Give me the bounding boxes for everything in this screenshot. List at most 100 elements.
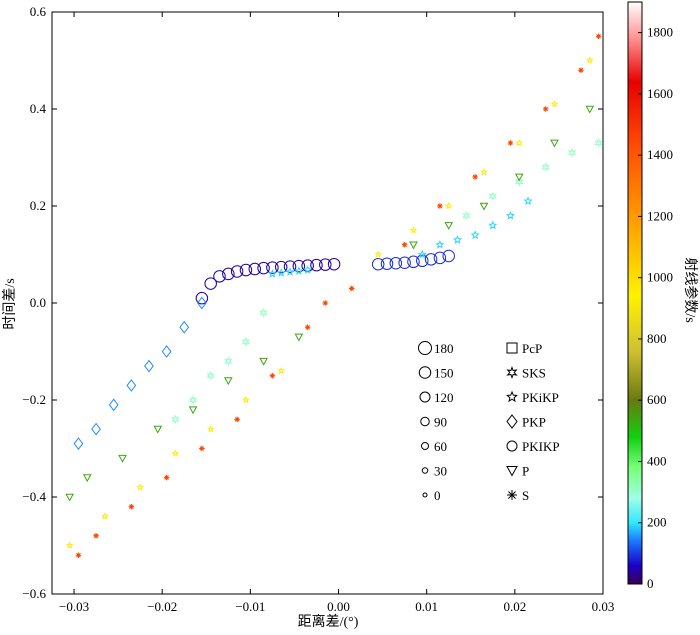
data-point <box>416 254 429 268</box>
data-point <box>472 174 478 180</box>
data-point <box>257 261 270 275</box>
phase-legend-marker <box>506 342 518 354</box>
y-tick-label: −0.6 <box>22 586 46 601</box>
data-point <box>196 296 207 310</box>
data-point <box>277 366 286 375</box>
data-point <box>409 226 418 234</box>
data-point <box>371 257 385 271</box>
data-point <box>514 173 524 182</box>
data-point <box>259 357 268 366</box>
data-point <box>409 241 418 250</box>
data-point <box>374 250 383 258</box>
data-point <box>234 416 240 423</box>
data-point <box>283 260 297 273</box>
data-point <box>567 147 577 158</box>
data-point <box>82 474 92 483</box>
data-point <box>294 266 304 275</box>
size-legend-label: 60 <box>434 439 447 454</box>
data-points <box>65 33 603 558</box>
phase-legend-marker <box>506 390 518 403</box>
data-point <box>239 263 253 277</box>
phase-legend-label: PKiKP <box>522 390 559 405</box>
phase-legend-label: PKIKP <box>522 439 560 454</box>
phase-legend-marker <box>507 490 517 500</box>
data-point <box>292 259 306 273</box>
colorbar-tick-label: 1600 <box>647 86 673 101</box>
size-legend-label: 30 <box>434 464 447 479</box>
data-point <box>204 277 217 290</box>
data-point <box>206 370 215 381</box>
colorbar-tick-label: 1400 <box>647 147 673 162</box>
data-point <box>514 176 524 187</box>
data-point <box>223 377 233 386</box>
data-point <box>442 249 455 263</box>
data-point <box>199 445 205 452</box>
y-tick-label: 0.2 <box>30 198 46 213</box>
data-point <box>417 249 427 259</box>
y-tick-label: −0.2 <box>22 392 46 407</box>
data-point <box>541 162 550 173</box>
data-point <box>585 105 595 114</box>
size-legend-marker <box>421 467 429 474</box>
data-point <box>128 503 135 510</box>
data-point <box>285 267 295 276</box>
x-tick-label: 0.02 <box>503 599 526 614</box>
colorbar-tick-label: 1200 <box>647 208 673 223</box>
data-point <box>171 449 180 457</box>
x-tick-label: 0.01 <box>415 599 438 614</box>
x-tick-label: 0.03 <box>592 599 615 614</box>
data-point <box>479 202 489 211</box>
size-legend-marker <box>419 391 431 403</box>
x-tick-label: 0.00 <box>327 599 350 614</box>
data-point <box>101 512 109 520</box>
data-point <box>594 138 603 148</box>
data-point <box>398 256 411 269</box>
data-point <box>480 167 488 176</box>
data-point <box>303 265 313 274</box>
data-point <box>213 270 226 283</box>
size-legend: 180 150 120 90 60 30 0 <box>418 341 454 503</box>
data-point <box>136 483 145 491</box>
colorbar-tick-label: 800 <box>647 331 667 346</box>
data-point <box>224 356 233 367</box>
phase-legend-label: PKP <box>522 415 546 430</box>
phase-legend-label: P <box>522 464 529 479</box>
data-point <box>206 425 215 433</box>
data-point <box>585 56 594 64</box>
data-point <box>444 201 453 210</box>
y-tick-label: −0.4 <box>22 489 46 504</box>
data-point <box>310 258 323 272</box>
data-point <box>505 210 515 220</box>
data-point <box>322 300 329 306</box>
data-point <box>515 138 524 147</box>
data-point <box>304 324 311 330</box>
data-point <box>267 269 277 278</box>
data-point <box>242 395 250 404</box>
data-point <box>348 285 355 292</box>
colorbar <box>627 1 643 585</box>
data-point <box>171 414 180 425</box>
data-point <box>161 345 172 358</box>
phase-legend-marker <box>506 366 518 379</box>
data-point <box>452 235 463 244</box>
data-point <box>507 140 514 146</box>
data-point <box>389 256 403 270</box>
data-point <box>401 242 408 248</box>
data-point <box>248 262 262 276</box>
size-legend-label: 180 <box>434 341 454 356</box>
x-tick-label: −0.02 <box>147 599 177 614</box>
data-point <box>327 257 341 271</box>
data-point <box>276 268 286 277</box>
data-point <box>433 251 447 265</box>
data-point <box>407 255 420 269</box>
data-point <box>437 203 443 209</box>
data-point <box>380 257 394 270</box>
x-tick-label: −0.01 <box>235 599 265 614</box>
colorbar-tick-label: 0 <box>647 576 654 591</box>
data-point <box>470 230 480 239</box>
data-point <box>578 67 584 73</box>
data-point <box>65 541 74 549</box>
data-point <box>230 265 244 278</box>
data-point <box>462 210 471 221</box>
